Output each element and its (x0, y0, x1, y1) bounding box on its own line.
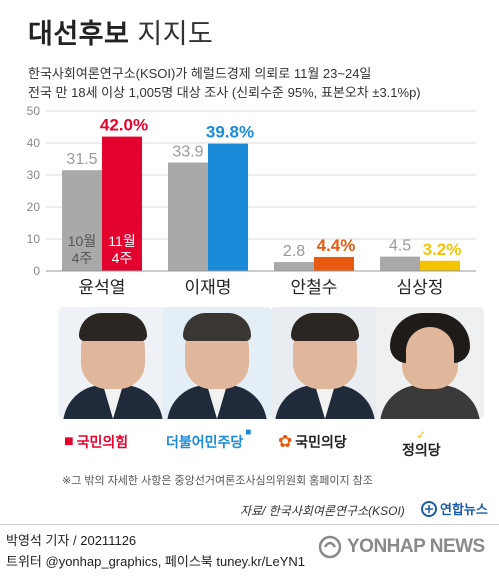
watermark: YONHAP NEWS (318, 535, 485, 559)
candidate-photo-4 (376, 307, 484, 419)
bar-prev (62, 170, 102, 271)
title-sub: 지지도 (137, 19, 214, 49)
brand-name: 연합뉴스 (440, 502, 488, 517)
legend-label-curr: 11월 (108, 233, 135, 249)
legend-label-curr: 4주 (112, 250, 133, 266)
candidate-photo-1 (59, 307, 167, 419)
legend-label-prev: 4주 (72, 250, 93, 266)
divider (0, 524, 499, 525)
survey-info-line-2: 전국 만 18세 이상 1,005명 대상 조사 (신뢰수준 95%, 표본오차… (28, 85, 421, 100)
category-label: 이재명 (185, 278, 232, 297)
globe-icon (421, 500, 437, 517)
legend-label-prev: 10월 (68, 233, 96, 249)
value-label-prev: 4.5 (389, 238, 411, 255)
party-symbol-icon: ✿ (278, 432, 293, 451)
y-tick-label: 20 (27, 200, 41, 214)
bar-curr (314, 256, 354, 271)
value-label-curr: 39.8% (206, 123, 254, 142)
party-symbol-icon: ■ (64, 433, 74, 450)
bar-curr (208, 143, 248, 271)
candidate-photo-2 (163, 307, 271, 419)
survey-info-line-1: 한국사회여론연구소(KSOI)가 헤럴드경제 의뢰로 11월 23~24일 (28, 66, 372, 81)
bar-prev (274, 262, 314, 271)
party-logo-1: ■ 국민의힘 (64, 430, 128, 454)
chart-title: 대선후보 지지도 (28, 12, 213, 51)
value-label-curr: 4.4% (317, 236, 356, 255)
y-tick-label: 50 (27, 104, 41, 118)
party-name: 정의당 (402, 442, 441, 458)
value-label-prev: 33.9 (172, 144, 203, 161)
category-label: 심상정 (397, 278, 444, 297)
source-credit: 자료/ 한국사회여론연구소(KSOI) (240, 504, 405, 518)
category-label: 안철수 (291, 278, 338, 297)
value-label-curr: 42.0% (100, 116, 148, 135)
party-logo-2: 더불어민주당 ■ (166, 426, 252, 454)
party-name: 국민의당 (295, 434, 347, 450)
check-icon: ✓ (416, 428, 427, 442)
candidate-photo-3 (271, 307, 379, 419)
value-label-prev: 31.5 (66, 151, 97, 168)
value-label-curr: 3.2% (423, 240, 462, 259)
bar-chart: 0 10 20 30 40 50 31.542.0% 윤석열 33.939.8% 이재명 2.8 4.… (27, 104, 476, 297)
watermark-text: YONHAP NEWS (347, 536, 485, 557)
byline-social: 트위터 @yonhap_graphics, 페이스북 tuney.kr/LeYN… (6, 554, 306, 569)
yonhap-logo-icon (318, 535, 342, 559)
suit (380, 385, 480, 419)
bar-prev (380, 256, 420, 271)
y-tick-label: 10 (27, 232, 41, 246)
party-logo-3: ✿ 국민의당 (278, 430, 347, 454)
bar-curr (102, 136, 142, 271)
y-tick-label: 40 (27, 136, 41, 150)
title-main: 대선후보 (28, 19, 130, 49)
y-tick-label: 30 (27, 168, 41, 182)
party-logo-4: ✓ 정의당 (402, 428, 441, 458)
party-name: 더불어민주당 (166, 434, 244, 450)
bar-prev (168, 162, 208, 271)
brand-logo-small: 연합뉴스 (421, 499, 488, 518)
footnote: ※그 밖의 자세한 사항은 중앙선거여론조사심의위원회 홈페이지 참조 (62, 475, 373, 487)
y-tick-label: 0 (33, 264, 40, 278)
party-symbol-icon: ■ (245, 426, 252, 438)
value-label-prev: 2.8 (283, 243, 305, 260)
byline-author: 박영석 기자 / 20211126 (6, 533, 137, 548)
party-name: 국민의힘 (76, 434, 129, 450)
bar-curr (420, 260, 460, 271)
category-label: 윤석열 (79, 278, 126, 297)
